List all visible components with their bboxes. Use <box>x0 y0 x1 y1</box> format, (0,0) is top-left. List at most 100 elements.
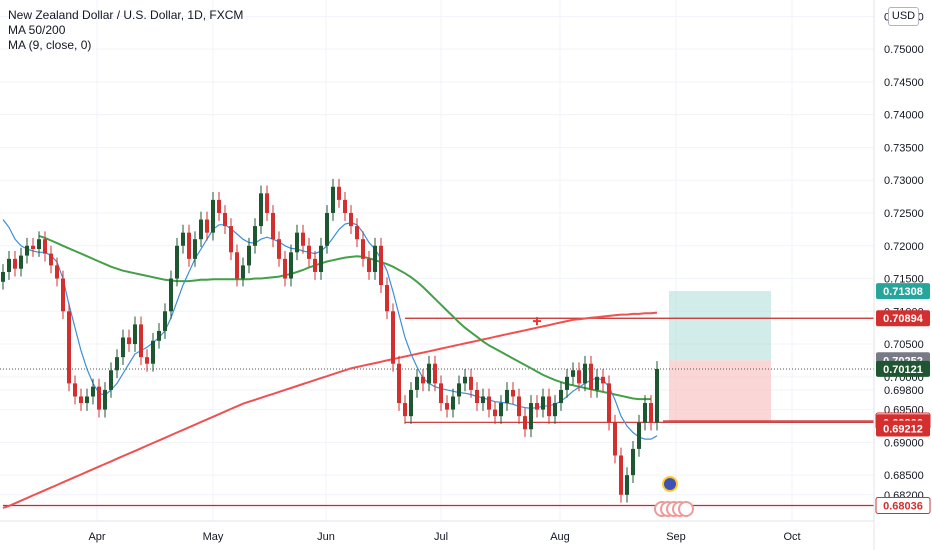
candle-body-81 <box>487 396 491 410</box>
candle-body-12 <box>73 383 77 397</box>
candle-body-26 <box>157 330 161 341</box>
candle-body-42 <box>253 226 257 246</box>
candle-body-105 <box>631 448 635 476</box>
candle-body-35 <box>211 199 215 233</box>
candle-body-91 <box>547 396 551 417</box>
candle-body-89 <box>535 403 539 410</box>
candle-body-67 <box>403 403 407 417</box>
ma50-line <box>38 234 651 401</box>
candle-body-27 <box>163 311 167 331</box>
price-tags: 0.713080.708940.702520.701210.693260.693… <box>875 283 931 515</box>
candle-body-59 <box>355 226 359 240</box>
price-axis: 0.755000.750000.745000.740000.735000.730… <box>884 11 924 515</box>
candle-body-96 <box>577 370 581 384</box>
candle-body-21 <box>127 337 131 345</box>
price-tick-6: 0.72500 <box>884 208 924 220</box>
ma-9-label[interactable]: MA (9, close, 0) <box>8 38 92 52</box>
candle-body-68 <box>409 389 413 417</box>
time-tick-5: Sep <box>666 531 686 543</box>
candle-body-66 <box>397 363 401 404</box>
candle-body-19 <box>115 357 119 371</box>
candle-body-93 <box>559 389 563 404</box>
candle-body-33 <box>199 219 203 240</box>
ma200-line <box>2 311 658 509</box>
candle-body-15 <box>91 386 95 397</box>
candle-body-4 <box>25 245 29 256</box>
price-tag-3: 0.70121 <box>883 364 923 376</box>
candle-body-65 <box>391 311 395 364</box>
candle-body-8 <box>49 253 53 266</box>
nz-flag-icon <box>662 476 678 492</box>
candle-body-18 <box>109 370 113 390</box>
candle-body-5 <box>31 245 35 250</box>
candle-body-1 <box>7 258 11 272</box>
price-tick-3: 0.74000 <box>884 110 924 122</box>
candle-body-16 <box>97 386 101 410</box>
candle-body-100 <box>601 376 605 384</box>
candle-body-41 <box>247 245 251 266</box>
candle-body-24 <box>145 357 149 364</box>
candle-body-28 <box>169 278 173 312</box>
price-tag-6: 0.69212 <box>883 423 923 435</box>
candle-body-48 <box>289 252 293 279</box>
candle-body-29 <box>175 245 179 279</box>
ma9-line <box>2 219 658 440</box>
price-tick-5: 0.73000 <box>884 175 924 187</box>
price-tick-8: 0.71500 <box>884 274 924 286</box>
target-zone <box>669 291 771 361</box>
candle-body-47 <box>283 258 287 279</box>
candle-body-50 <box>301 232 305 246</box>
candle-body-98 <box>589 363 593 390</box>
candle-body-9 <box>55 265 59 279</box>
candle-body-30 <box>181 232 185 246</box>
candle-body-71 <box>427 363 431 384</box>
candle-body-77 <box>463 376 467 384</box>
candle-body-74 <box>445 403 449 410</box>
candle-body-46 <box>277 239 281 259</box>
candle-body-80 <box>481 396 485 404</box>
candle-body-57 <box>343 199 347 213</box>
candle-body-53 <box>319 245 323 272</box>
candle-body-103 <box>619 455 623 495</box>
candle-body-39 <box>235 252 239 279</box>
time-tick-4: Aug <box>550 531 570 543</box>
candle-body-7 <box>43 239 47 254</box>
candle-body-32 <box>193 239 197 259</box>
candle-body-61 <box>367 258 371 272</box>
price-tag-0: 0.71308 <box>883 286 923 298</box>
price-tag-bg-0 <box>876 283 930 300</box>
candle-body-62 <box>373 245 377 272</box>
candle-body-34 <box>205 219 209 233</box>
ma-50-200-label[interactable]: MA 50/200 <box>8 23 66 37</box>
price-tick-14: 0.69000 <box>884 437 924 449</box>
candles <box>1 178 659 503</box>
price-tick-10: 0.70500 <box>884 339 924 351</box>
candle-body-45 <box>271 212 275 240</box>
candle-body-76 <box>457 383 461 397</box>
candle-body-108 <box>649 403 653 423</box>
candle-body-94 <box>565 376 569 390</box>
time-tick-6: Oct <box>783 531 800 543</box>
candle-body-63 <box>379 245 383 286</box>
candle-body-22 <box>133 324 137 345</box>
event-markers <box>533 317 694 517</box>
price-tick-4: 0.73500 <box>884 142 924 154</box>
stop-zone <box>669 360 771 421</box>
candle-body-44 <box>265 193 269 213</box>
candle-body-11 <box>67 311 71 384</box>
us-event-icon-4 <box>678 501 694 517</box>
candle-body-64 <box>385 285 389 312</box>
currency-button[interactable]: USD <box>888 7 919 26</box>
candle-body-43 <box>259 193 263 227</box>
candle-body-79 <box>475 389 479 404</box>
price-tick-7: 0.72000 <box>884 241 924 253</box>
time-tick-3: Jul <box>434 531 448 543</box>
candle-body-101 <box>607 383 611 423</box>
candle-body-10 <box>61 278 65 312</box>
time-tick-0: Apr <box>88 531 105 543</box>
candle-body-40 <box>241 265 245 279</box>
candle-body-69 <box>415 376 419 390</box>
candle-body-36 <box>217 199 221 213</box>
candle-body-37 <box>223 212 227 227</box>
